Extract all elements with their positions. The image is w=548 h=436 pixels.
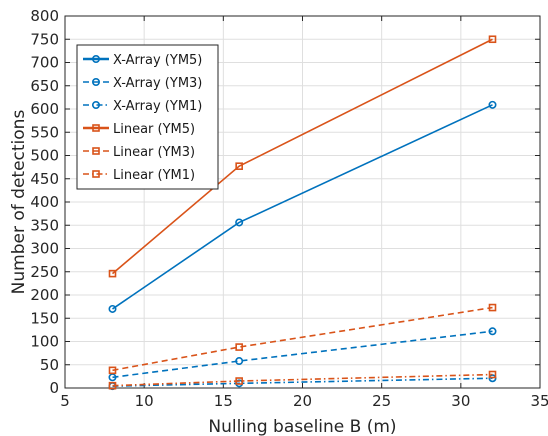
grid (64, 15, 541, 389)
x-axis-label: Nulling baseline B (m) (208, 417, 396, 436)
legend-label: X-Array (YM5) (113, 53, 202, 68)
y-tick-label: 250 (30, 263, 59, 281)
y-tick-label: 350 (30, 216, 59, 234)
legend-item: X-Array (YM1) (83, 99, 202, 114)
series-line (112, 373, 493, 387)
legend-marker (92, 54, 101, 63)
legend-label: Linear (YM5) (113, 122, 195, 137)
legend-item: X-Array (YM5) (83, 53, 202, 68)
y-tick-label: 500 (30, 147, 59, 165)
legend-item: Linear (YM5) (83, 122, 195, 137)
y-tick-label: 150 (30, 309, 59, 327)
y-tick-label: 600 (30, 100, 59, 118)
y-tick-label: 0 (49, 379, 59, 397)
y-tick-label: 650 (30, 77, 59, 95)
legend-label: X-Array (YM1) (113, 99, 202, 114)
legend-item: Linear (YM3) (83, 145, 195, 160)
data-point (488, 35, 497, 44)
x-tick-label: 20 (293, 392, 312, 410)
legend-item: Linear (YM1) (83, 168, 195, 183)
series-line (112, 330, 493, 379)
series-4 (108, 303, 497, 375)
legend-marker (92, 124, 100, 132)
data-point (488, 303, 497, 312)
series-line (112, 104, 493, 310)
data-point (235, 357, 244, 366)
y-tick-label: 100 (30, 333, 59, 351)
data-point (235, 343, 243, 351)
legend-marker (92, 170, 100, 178)
data-point (488, 370, 497, 379)
legend: X-Array (YM5) X-Array (YM3) X-Array (YM1) L… (76, 44, 219, 190)
data-point (235, 218, 244, 227)
series-0 (108, 100, 497, 313)
y-tick-label: 550 (30, 123, 59, 141)
y-tick-label: 750 (30, 30, 59, 48)
series-3 (108, 35, 497, 278)
data-point (488, 100, 497, 109)
legend-item: X-Array (YM3) (83, 76, 202, 91)
y-tick-label: 200 (30, 286, 59, 304)
legend-box (76, 44, 219, 190)
legend-label: Linear (YM3) (113, 145, 195, 160)
y-tick-label: 450 (30, 170, 59, 188)
data-point (108, 381, 117, 390)
x-tick-label: 5 (60, 392, 70, 410)
legend-label: Linear (YM1) (113, 168, 195, 183)
axis-ticks: 5 10 15 20 25 30 35050100150200250300350400450… (30, 7, 548, 410)
series-line (111, 38, 493, 275)
series-line (112, 306, 493, 372)
x-tick-label: 15 (214, 392, 233, 410)
y-tick-label: 300 (30, 240, 59, 258)
series-layer (108, 35, 497, 391)
y-axis-label: Number of detections (9, 110, 29, 295)
data-point (108, 304, 117, 313)
x-tick-label: 25 (372, 392, 391, 410)
data-point (235, 377, 243, 385)
legend-marker (92, 78, 101, 87)
legend-label: X-Array (YM3) (113, 76, 202, 91)
series-1 (108, 327, 497, 382)
data-point (488, 327, 497, 336)
legend-marker (92, 101, 101, 110)
x-tick-label: 30 (451, 392, 470, 410)
y-tick-label: 400 (30, 193, 59, 211)
data-point (108, 366, 117, 375)
y-tick-label: 700 (30, 54, 59, 72)
x-tick-label: 35 (530, 392, 548, 410)
data-point (235, 162, 243, 170)
legend-marker (92, 147, 100, 155)
y-tick-label: 800 (30, 7, 59, 25)
y-tick-label: 50 (40, 356, 59, 374)
data-point (108, 269, 117, 278)
x-tick-label: 10 (135, 392, 154, 410)
series-5 (108, 370, 497, 390)
